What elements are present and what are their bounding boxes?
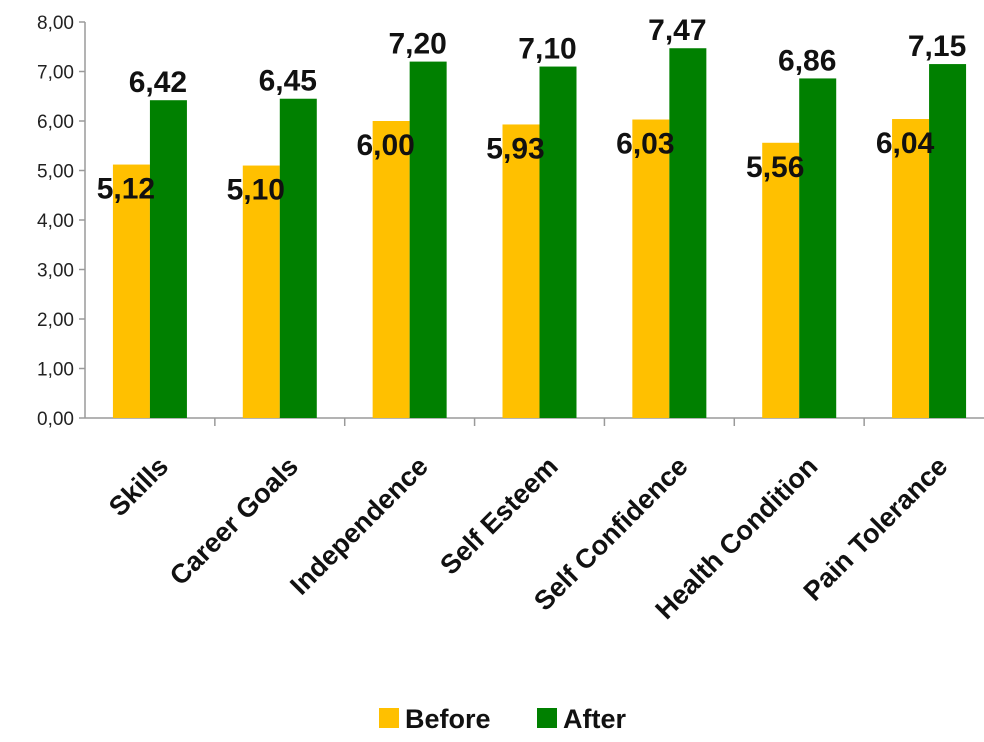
data-labels: 5,12 6,42 5,10 6,45 6,00 7,20 5,93 7,10 6,03 7,47… <box>97 14 967 206</box>
legend-swatch-before <box>379 708 399 728</box>
data-label-after: 6,45 <box>259 65 317 98</box>
x-tick-label: Skills <box>103 451 174 522</box>
legend-label-before: Before <box>405 704 491 734</box>
legend-swatch-after <box>537 708 557 728</box>
axes: 0,00 1,00 2,00 3,00 4,00 5,00 6,00 7,00 8,00 <box>37 13 984 430</box>
y-tick-label: 5,00 <box>37 162 74 183</box>
y-tick-label: 2,00 <box>37 310 74 331</box>
data-label-after: 6,42 <box>129 66 187 99</box>
y-tick-label: 1,00 <box>37 360 74 381</box>
x-tick-label: Career Goals <box>164 451 304 591</box>
bar-before-independence <box>372 121 410 418</box>
bar-after-skills <box>149 100 187 419</box>
data-label-after: 7,15 <box>908 30 966 63</box>
bar-before-self-confidence <box>632 119 670 418</box>
bar-after-self-esteem <box>539 66 577 419</box>
data-label-before: 5,56 <box>746 151 804 184</box>
data-label-after: 6,86 <box>778 44 836 77</box>
data-label-before: 5,12 <box>97 173 155 206</box>
bar-after-independence <box>409 61 447 418</box>
x-tick-label: Self Esteem <box>434 451 563 580</box>
legend: Before After <box>379 704 626 734</box>
legend-label-after: After <box>563 704 626 734</box>
y-tick-label: 4,00 <box>37 211 74 232</box>
bar-after-career-goals <box>279 98 317 418</box>
data-label-before: 6,00 <box>356 129 414 162</box>
bar-after-pain-tolerance <box>929 64 967 418</box>
bar-before-health-condition <box>762 142 800 418</box>
bars <box>112 48 967 419</box>
data-label-after: 7,10 <box>518 33 576 66</box>
data-label-before: 6,03 <box>616 128 674 161</box>
data-label-before: 5,93 <box>486 132 544 165</box>
y-tick-label: 7,00 <box>37 63 74 84</box>
y-tick-label: 3,00 <box>37 261 74 282</box>
data-label-before: 6,04 <box>876 127 935 160</box>
data-label-after: 7,47 <box>648 14 706 47</box>
bar-before-career-goals <box>242 165 280 418</box>
bar-before-skills <box>112 164 150 418</box>
bar-before-pain-tolerance <box>892 119 930 419</box>
y-tick-label: 8,00 <box>37 13 74 34</box>
data-label-after: 7,20 <box>388 28 446 61</box>
bar-before-self-esteem <box>502 124 540 418</box>
data-label-before: 5,10 <box>227 174 285 207</box>
y-tick-label: 6,00 <box>37 112 74 133</box>
y-tick-label: 0,00 <box>37 409 74 430</box>
bar-after-self-confidence <box>669 48 707 419</box>
x-tick-label: Independence <box>284 451 434 601</box>
bar-after-health-condition <box>799 78 837 419</box>
